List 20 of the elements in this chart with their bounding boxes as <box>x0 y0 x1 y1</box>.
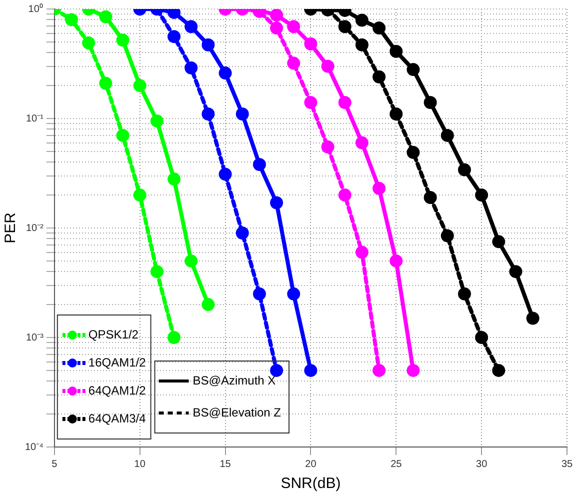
y-tick-label: 10⁻³ <box>26 332 44 344</box>
legend-label: 64QAM1/2 <box>88 383 146 398</box>
x-tick-label: 25 <box>390 458 402 470</box>
y-axis-title: PER <box>2 212 20 244</box>
legend-label: 64QAM3/4 <box>88 411 146 426</box>
y-tick-label: 10⁻² <box>26 222 44 234</box>
legend-label: 16QAM1/2 <box>88 355 146 370</box>
annotation: BS@Elevation Z <box>192 405 281 420</box>
x-axis-title: SNR(dB) <box>280 475 341 492</box>
x-tick-label: 30 <box>476 458 488 470</box>
x-tick-label: 35 <box>561 458 573 470</box>
y-tick-label: 10⁻⁴ <box>25 442 44 453</box>
x-tick-label: 20 <box>305 458 317 470</box>
x-tick-label: 10 <box>134 458 146 470</box>
legend-label: QPSK1/2 <box>88 327 139 342</box>
x-tick-label: 5 <box>52 458 58 470</box>
y-tick-label: 10⁻¹ <box>26 113 44 124</box>
y-tick-label: 10⁰ <box>28 2 44 15</box>
x-tick-label: 15 <box>220 458 232 470</box>
annotation: BS@Azimuth X <box>192 373 276 388</box>
